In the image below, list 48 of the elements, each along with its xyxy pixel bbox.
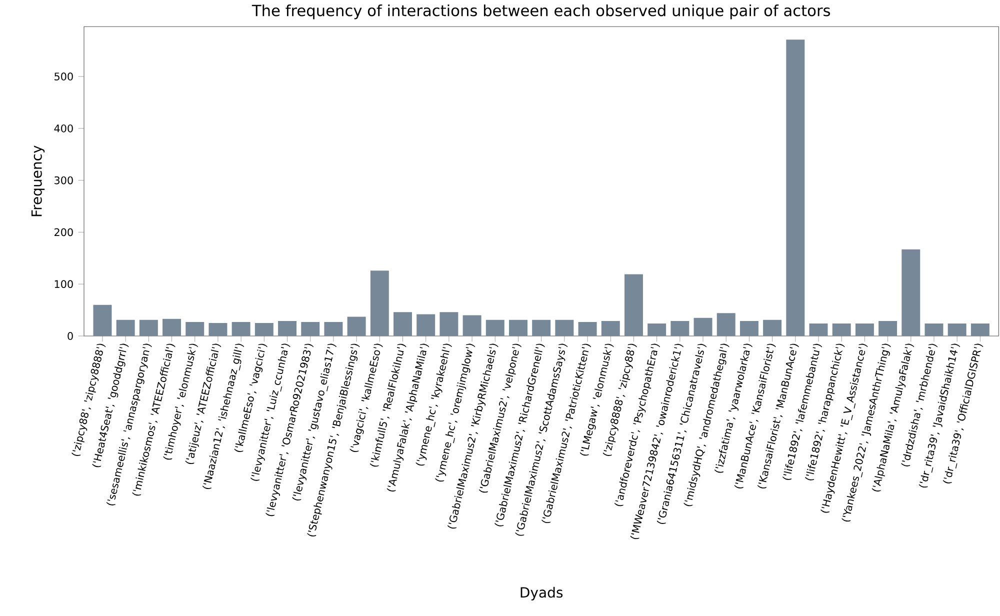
bar [855,324,874,336]
bar [740,320,758,336]
bar [670,320,690,336]
y-tick-label: 200 [54,228,73,236]
bar [716,313,736,336]
y-tick-label: 400 [54,124,73,132]
bar [347,316,366,336]
bar [763,320,782,336]
chart-title: The frequency of interactions between each observed unique pair of actors [252,4,830,20]
bar [648,324,666,336]
bar [416,314,436,336]
bar [624,274,643,336]
bar [116,320,135,336]
bar [948,324,966,336]
y-axis-title: Frequency [31,146,45,216]
bar [694,318,712,336]
bar [324,322,343,336]
bar [93,304,112,336]
bar [232,322,250,336]
bar [254,323,274,336]
bar [532,320,551,336]
bar [394,312,412,336]
bar [555,320,574,336]
bar [440,312,458,336]
bar [139,320,158,336]
bar [809,324,828,336]
bar [902,249,920,336]
bar [786,40,805,336]
bar [301,322,320,336]
y-tick-label: 100 [54,280,73,288]
bar [162,318,182,336]
bar [370,270,389,336]
bar [970,324,990,336]
bar [509,320,528,336]
bar [578,322,597,336]
y-tick-label: 300 [54,176,73,184]
x-axis-title: Dyads [520,586,563,600]
y-tick-label: 500 [54,72,73,80]
y-tick-label: 0 [68,332,73,340]
bar [278,320,296,336]
bar [924,324,944,336]
bar [486,320,504,336]
bar [878,320,898,336]
bar [832,324,851,336]
bar [186,322,204,336]
bar [601,320,620,336]
bar [208,323,228,336]
bar [462,315,482,336]
